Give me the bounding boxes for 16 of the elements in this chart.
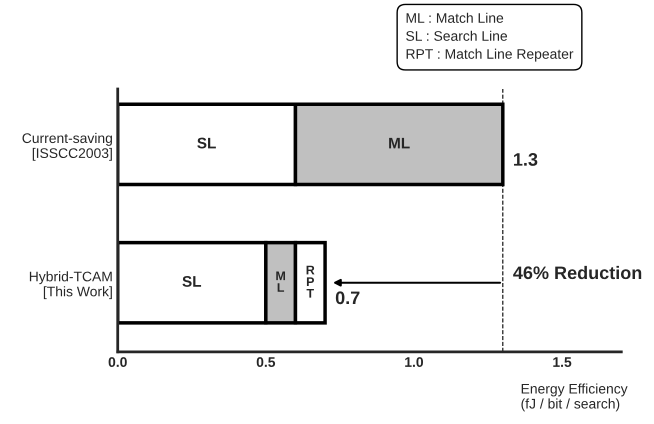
x-tick-label: 0.5	[256, 357, 276, 367]
y-tick-label: Hybrid-TCAM [This Work]	[30, 271, 112, 300]
x-axis-title: Energy Efficiency (fJ / bit / search)	[521, 383, 628, 412]
total-label: 1.3	[514, 153, 538, 166]
x-tick-label: 1.5	[553, 357, 572, 367]
total-label: 0.7	[336, 291, 360, 304]
y-tick-label: Current-saving [ISSCC2003]	[22, 132, 112, 161]
data-label: ML	[389, 138, 410, 148]
data-label: SL	[182, 276, 202, 287]
data-label: SL	[197, 138, 216, 148]
annotation: 46% Reduction	[513, 266, 642, 280]
x-tick-label: 1.0	[405, 357, 424, 367]
data-label: R P T	[306, 266, 315, 298]
data-label: M L	[276, 272, 286, 292]
text: ML : Match Line SL : Search Line RPT : Match Line Repeater	[406, 12, 574, 62]
x-tick-label: 0.0	[108, 357, 127, 367]
